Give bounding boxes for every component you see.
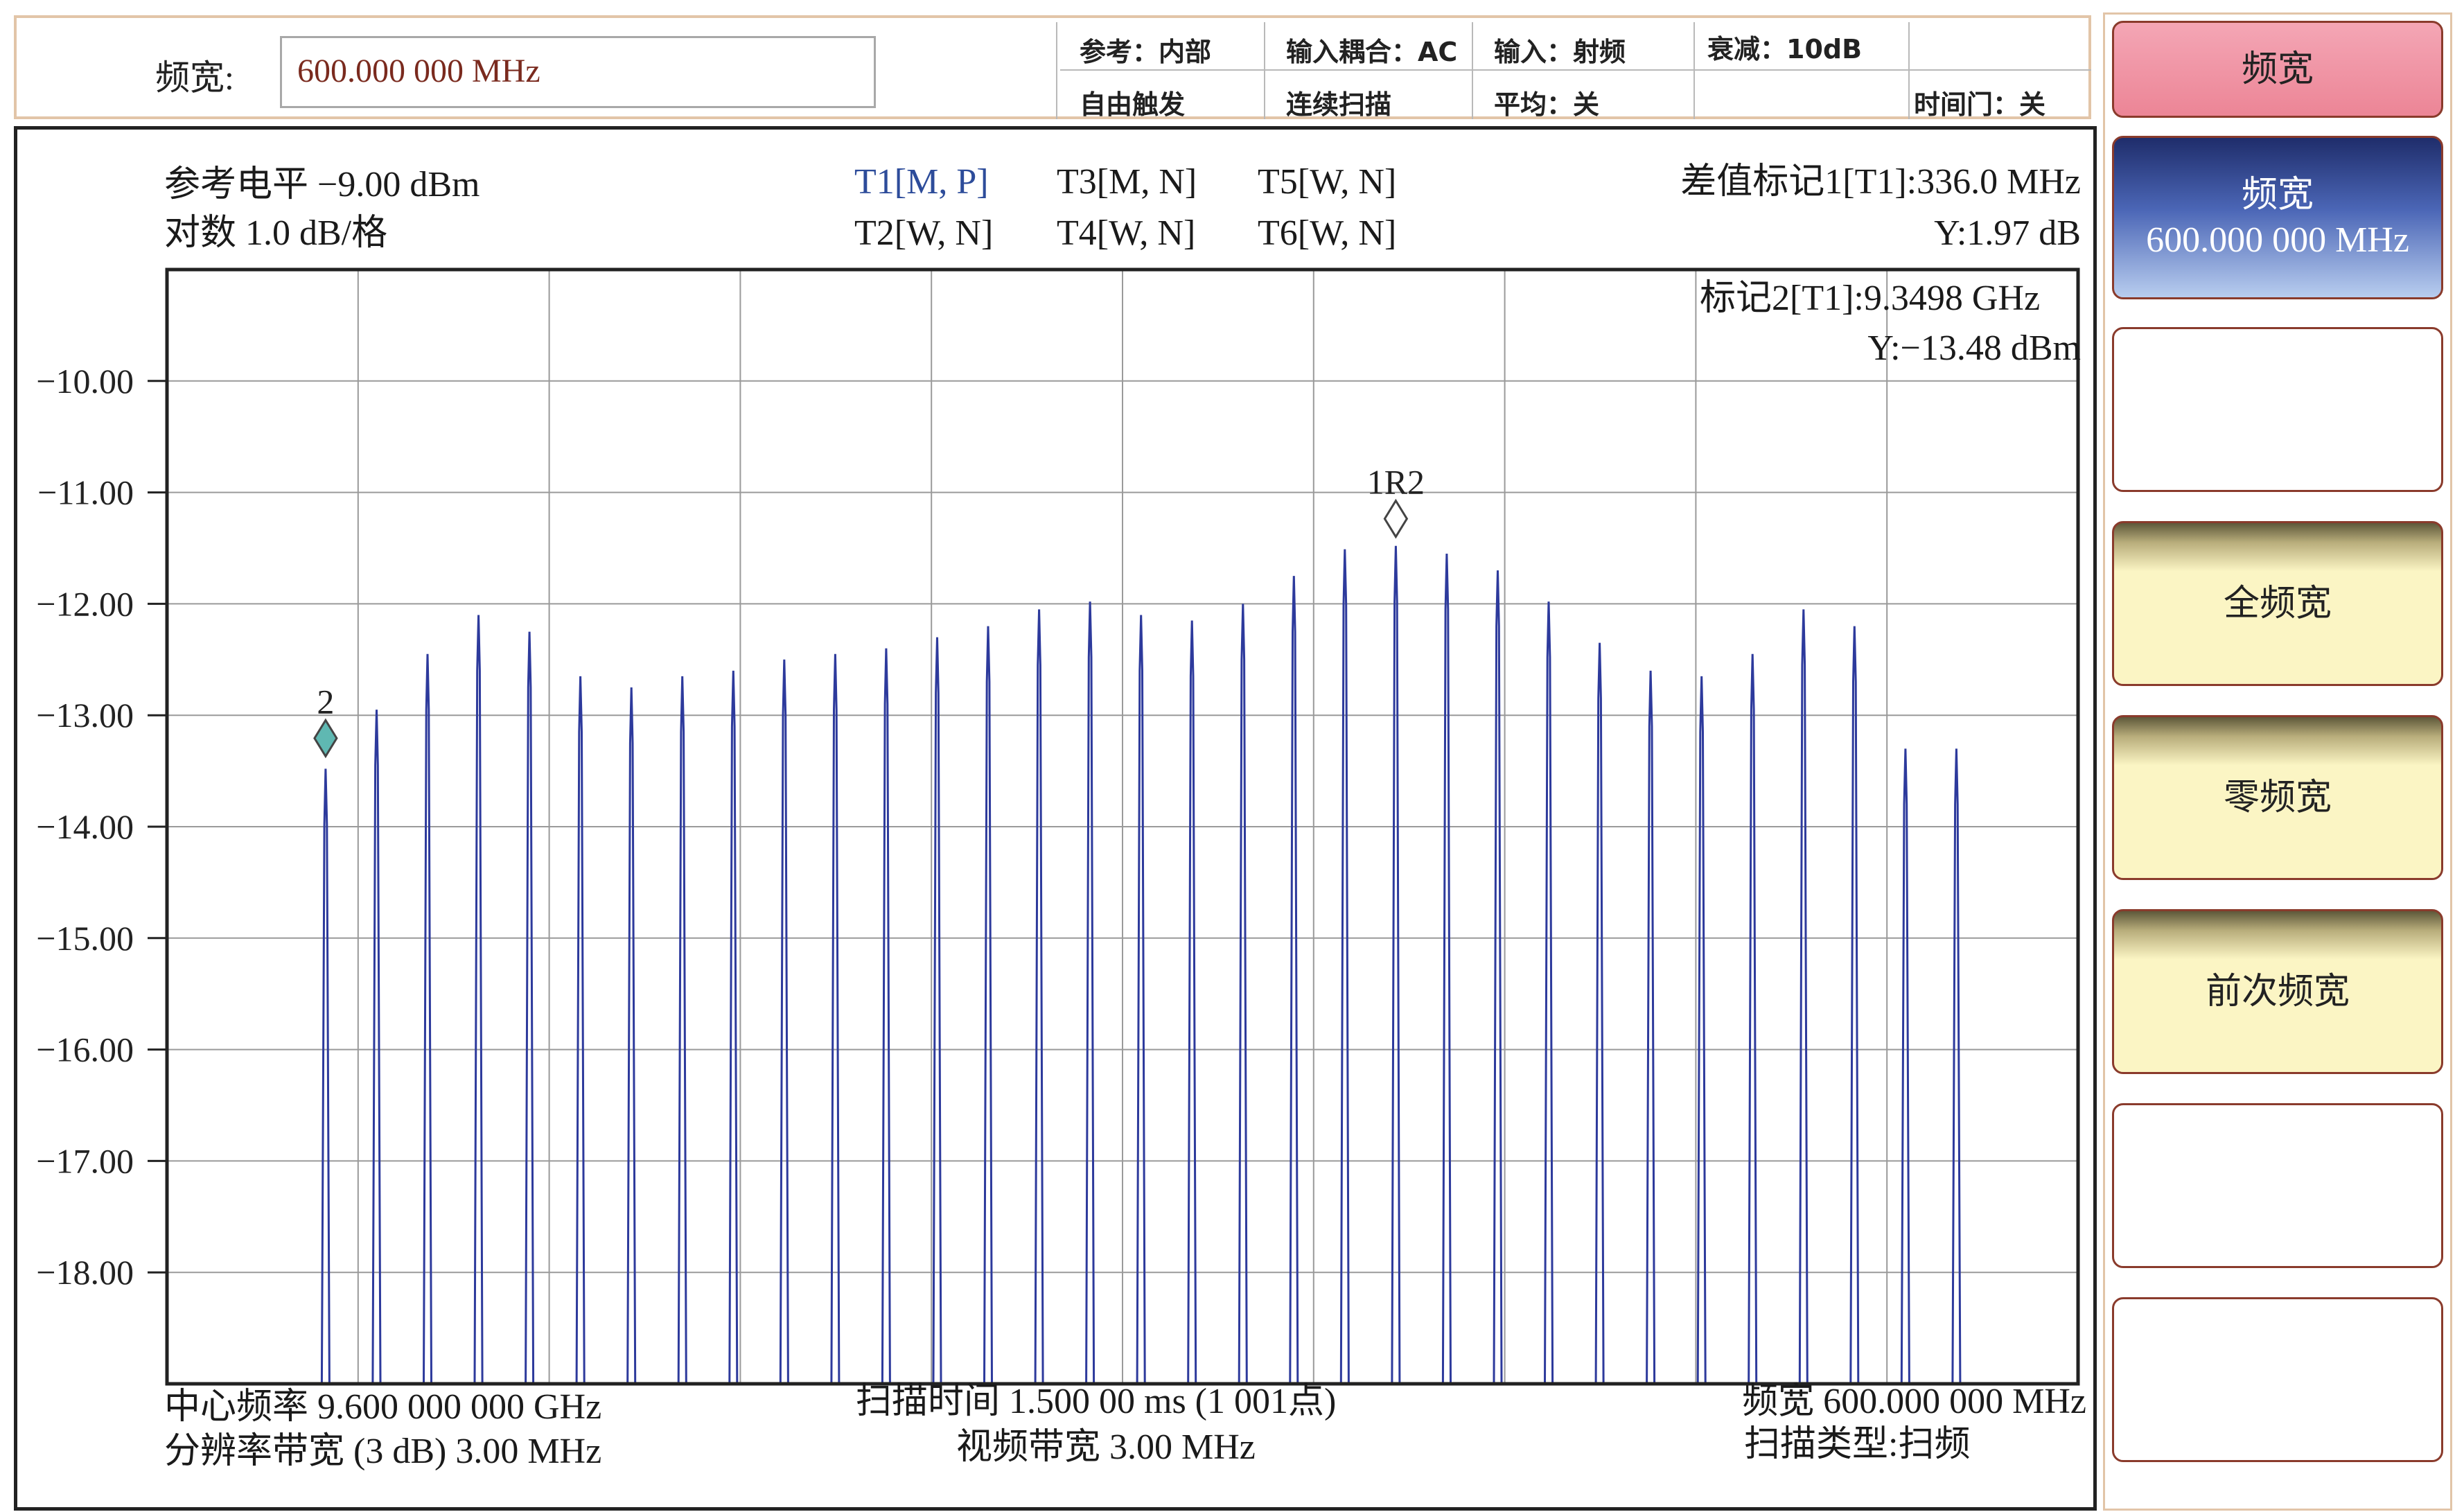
- y-tick-label: −16.00: [36, 1030, 134, 1069]
- marker-1R2-label: 1R2: [1367, 463, 1425, 502]
- trace-t5-label[interactable]: T5[W, N]: [1258, 162, 1397, 202]
- y-tick-label: −17.00: [36, 1141, 134, 1180]
- trace-t1-line: [167, 545, 2078, 1385]
- trace-t6-label[interactable]: T6[W, N]: [1258, 213, 1397, 253]
- softkey-span-title[interactable]: 频宽: [2112, 21, 2443, 118]
- softkey-label: 频宽: [2241, 49, 2314, 89]
- y-tick-label: −14.00: [36, 807, 134, 846]
- marker-1R2-diamond[interactable]: [1383, 498, 1409, 539]
- y-tick-label: −15.00: [36, 919, 134, 958]
- vbw-readout: 视频带宽 3.00 MHz: [956, 1427, 1256, 1467]
- status-trigger: 自由触发: [1080, 89, 1186, 120]
- softkey-full-span[interactable]: 全频宽: [2112, 521, 2443, 686]
- status-input: 输入：射频: [1494, 37, 1626, 67]
- center-frequency-readout: 中心频率 9.600 000 000 GHz: [164, 1387, 602, 1427]
- delta-marker-readout: 差值标记1[T1]:336.0 MHz: [1680, 162, 2081, 202]
- softkey-last-span[interactable]: 前次频宽: [2112, 909, 2443, 1074]
- delta-y-readout: Y:1.97 dB: [1934, 213, 2081, 253]
- status-average: 平均：关: [1494, 89, 1600, 120]
- y-tick-label: −18.00: [36, 1253, 134, 1292]
- trace-t3-label[interactable]: T3[M, N]: [1057, 162, 1197, 202]
- softkey-label: 600.000 000 MHz: [2146, 220, 2409, 260]
- marker2-readout: 标记2[T1]:9.3498 GHz: [1700, 279, 2041, 318]
- sweep-time-readout: 扫描时间 1.500 00 ms (1 001点): [856, 1382, 1337, 1421]
- status-grid: 参考：内部 自由触发 输入耦合：AC 连续扫描 输入：射频 平均：关 衰减：10…: [1056, 18, 2094, 122]
- softkey-label: 全频宽: [2223, 583, 2332, 624]
- y-tick-label: −12.00: [36, 584, 134, 623]
- softkey-zero-span[interactable]: 零频宽: [2112, 715, 2443, 880]
- plot-frame: [165, 267, 2080, 1386]
- status-sweep-mode: 连续扫描: [1286, 89, 1392, 120]
- y-tick-label: −10.00: [36, 362, 134, 401]
- ref-level-readout: 参考电平 −9.00 dBm: [164, 165, 480, 204]
- span-label: 频宽:: [155, 58, 234, 97]
- trace-t1-label[interactable]: T1[M, P]: [854, 162, 989, 202]
- softkey-panel: [2103, 12, 2452, 1511]
- status-attenuation: 衰减：10dB: [1707, 34, 1863, 64]
- status-input-coupling: 输入耦合：AC: [1286, 37, 1458, 67]
- span-input[interactable]: 600.000 000 MHz: [280, 36, 876, 108]
- softkey-empty-8[interactable]: [2112, 1297, 2443, 1462]
- marker-2-diamond[interactable]: [313, 718, 338, 759]
- softkey-span-value[interactable]: 频宽 600.000 000 MHz: [2112, 136, 2443, 299]
- status-reference: 参考：内部: [1080, 37, 1212, 67]
- y-tick-label: −13.00: [36, 696, 134, 735]
- spectrum-plot: −10.00 −11.00 −12.00 −13.00 −14.00 −15.00 −16.…: [36, 267, 2080, 1386]
- trace-t2-label[interactable]: T2[W, N]: [854, 213, 994, 253]
- rbw-readout: 分辨率带宽 (3 dB) 3.00 MHz: [164, 1432, 602, 1471]
- softkey-label: 频宽: [2241, 175, 2314, 215]
- softkey-empty-7[interactable]: [2112, 1103, 2443, 1268]
- status-time-gate: 时间门：关: [1914, 89, 2046, 120]
- marker-2-label: 2: [317, 682, 334, 721]
- plot-panel: 参考电平 −9.00 dBm 对数 1.0 dB/格 T1[M, P] T3[M…: [14, 126, 2097, 1511]
- softkey-label: 前次频宽: [2205, 972, 2350, 1012]
- softkey-label: 零频宽: [2223, 777, 2332, 818]
- top-status-bar: 频宽: 600.000 000 MHz 参考：内部 自由触发 输入耦合：AC 连…: [14, 15, 2094, 122]
- scale-readout: 对数 1.0 dB/格: [164, 213, 388, 253]
- sweep-type-readout: 扫描类型:扫频: [1744, 1425, 1971, 1464]
- softkey-empty-3[interactable]: [2112, 327, 2443, 492]
- span-readout: 频宽 600.000 000 MHz: [1742, 1382, 2086, 1421]
- y-tick-label: −11.00: [37, 473, 134, 512]
- trace-t4-label[interactable]: T4[W, N]: [1057, 213, 1196, 253]
- marker2-y-readout: Y:−13.48 dBm: [1867, 328, 2081, 368]
